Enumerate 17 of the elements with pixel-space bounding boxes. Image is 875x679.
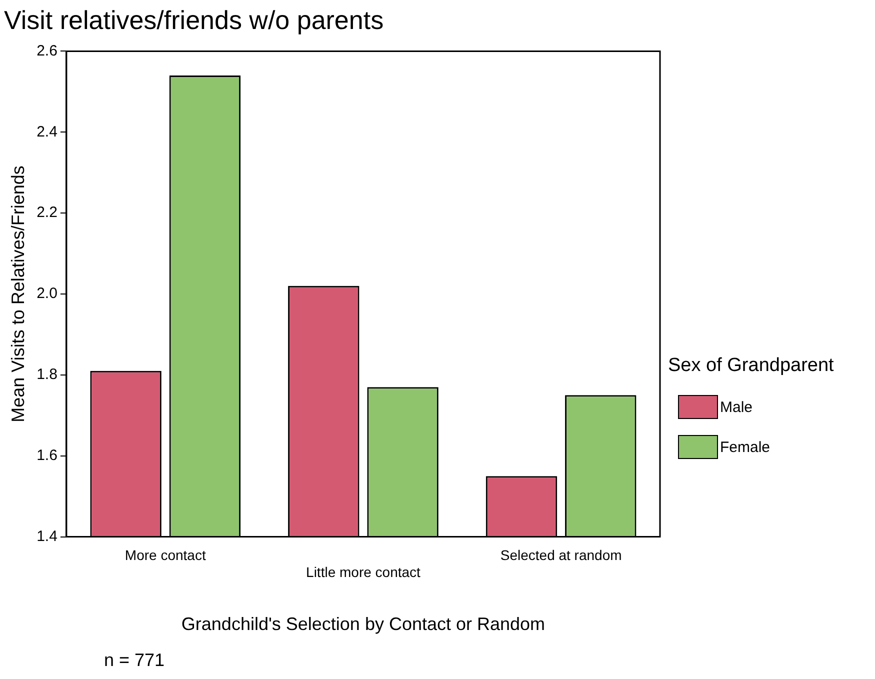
text: n = 771 (104, 650, 165, 671)
x-axis-title: Grandchild's Selection by Contact or Random (181, 614, 546, 634)
y-tick-label: 2.2 (36, 204, 58, 222)
y-tick-label: 1.8 (36, 366, 58, 384)
y-tick-label: 1.4 (36, 528, 58, 545)
x-tick-label: Little more contact (306, 564, 421, 580)
x-tick-label: More contact (124, 547, 206, 564)
legend-title: Sex of Grandparent (668, 355, 834, 377)
x-tick-label: Selected at random (500, 547, 622, 564)
y-tick-label: 2.4 (36, 123, 58, 140)
legend-label: Male (720, 398, 753, 416)
y-tick-label: 1.6 (36, 447, 58, 464)
chart-title: Visit relatives/friends w/o parents (4, 4, 384, 35)
legend-label: Female (720, 438, 770, 456)
y-tick-label: 2.6 (36, 42, 58, 60)
y-tick-label: 2.0 (36, 285, 58, 302)
y-axis-title: Mean Visits to Relatives/Friends (8, 166, 28, 422)
